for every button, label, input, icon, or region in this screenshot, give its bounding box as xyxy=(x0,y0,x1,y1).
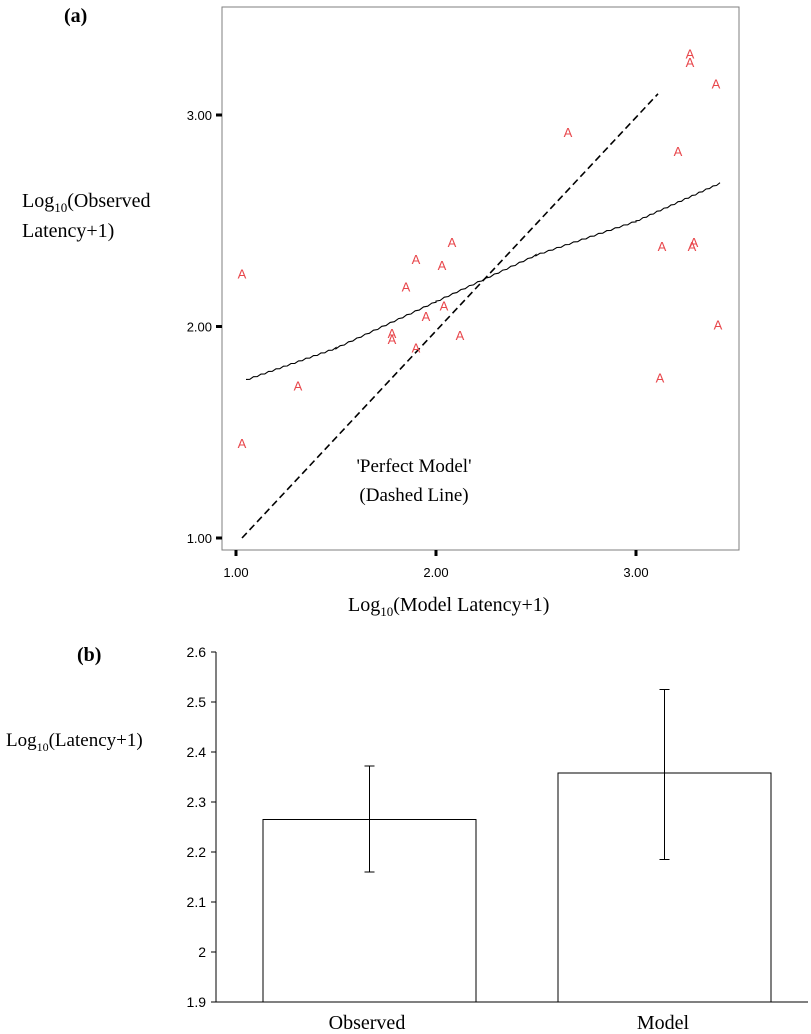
scatter-point: A xyxy=(456,328,465,343)
scatter-point: A xyxy=(656,370,665,385)
scatter-point: A xyxy=(712,76,721,91)
scatter-point: A xyxy=(412,252,421,267)
scatter-y-tick-label: 1.00 xyxy=(187,531,212,546)
scatter-y-tick-label: 3.00 xyxy=(187,108,212,123)
bar-y-tick-label: 2.3 xyxy=(187,794,207,810)
bar-category-label: Observed xyxy=(329,1012,406,1034)
dashed-line-annotation: (Dashed Line) xyxy=(359,485,468,506)
scatter-y-label: Log10(Observed xyxy=(22,190,151,215)
scatter-y-label-line2: Latency+1) xyxy=(22,220,114,242)
scatter-point: A xyxy=(564,125,573,140)
bar-y-tick-label: 2.4 xyxy=(187,744,207,760)
scatter-x-label: Log10(Model Latency+1) xyxy=(348,594,549,619)
panel-b-label: (b) xyxy=(77,644,101,666)
scatter-point: A xyxy=(688,239,697,254)
scatter-point: A xyxy=(422,309,431,324)
scatter-point: A xyxy=(690,235,699,250)
scatter-x-ticks: 1.00 2.00 3.00 xyxy=(223,550,649,580)
bars: Observed Model xyxy=(262,689,772,1034)
bar-y-tick-label: 2.2 xyxy=(187,844,207,860)
bar-category-label: Model xyxy=(637,1012,690,1034)
bar-y-tick-label: 2.5 xyxy=(187,694,207,710)
scatter-point: A xyxy=(440,298,449,313)
scatter-point: A xyxy=(448,235,457,250)
scatter-point: A xyxy=(658,239,667,254)
bar-y-tick-label: 2 xyxy=(198,944,206,960)
bar-y-label: Log10(Latency+1) xyxy=(6,730,143,754)
scatter-point: A xyxy=(686,55,695,70)
bar-y-tick-label: 2.6 xyxy=(187,644,207,660)
bar-y-tick-label: 2.1 xyxy=(187,894,207,910)
scatter-x-tick-label: 3.00 xyxy=(623,565,648,580)
scatter-point: A xyxy=(388,326,397,341)
scatter-point: A xyxy=(674,144,683,159)
panel-b: (b) Log10(Latency+1) 1.9 2 2.1 2.2 2.3 2.4 2.5… xyxy=(6,644,808,1034)
scatter-point: A xyxy=(238,436,247,451)
perfect-model-line xyxy=(241,93,659,539)
bar-y-ticks: 1.9 2 2.1 2.2 2.3 2.4 2.5 2.6 xyxy=(187,644,216,1010)
scatter-point: A xyxy=(388,332,397,347)
scatter-point: A xyxy=(294,379,303,394)
scatter-point: A xyxy=(438,258,447,273)
bar-y-tick-label: 1.9 xyxy=(187,994,207,1010)
scatter-y-tick-label: 2.00 xyxy=(187,320,212,335)
perfect-model-annotation: 'Perfect Model' xyxy=(356,456,471,477)
scatter-point: A xyxy=(686,47,695,62)
scatter-y-ticks: 1.00 2.00 3.00 xyxy=(187,108,222,546)
scatter-point: A xyxy=(402,279,411,294)
scatter-x-tick-label: 2.00 xyxy=(423,565,448,580)
scatter-point: A xyxy=(714,317,723,332)
panel-a-label: (a) xyxy=(64,5,87,27)
scatter-point: A xyxy=(412,341,421,356)
scatter-point: A xyxy=(238,267,247,282)
scatter-plot-frame xyxy=(221,6,740,551)
panel-a: (a) Log10(Observed Latency+1) Log10(Mode… xyxy=(22,5,740,619)
scatter-x-tick-label: 1.00 xyxy=(223,565,248,580)
